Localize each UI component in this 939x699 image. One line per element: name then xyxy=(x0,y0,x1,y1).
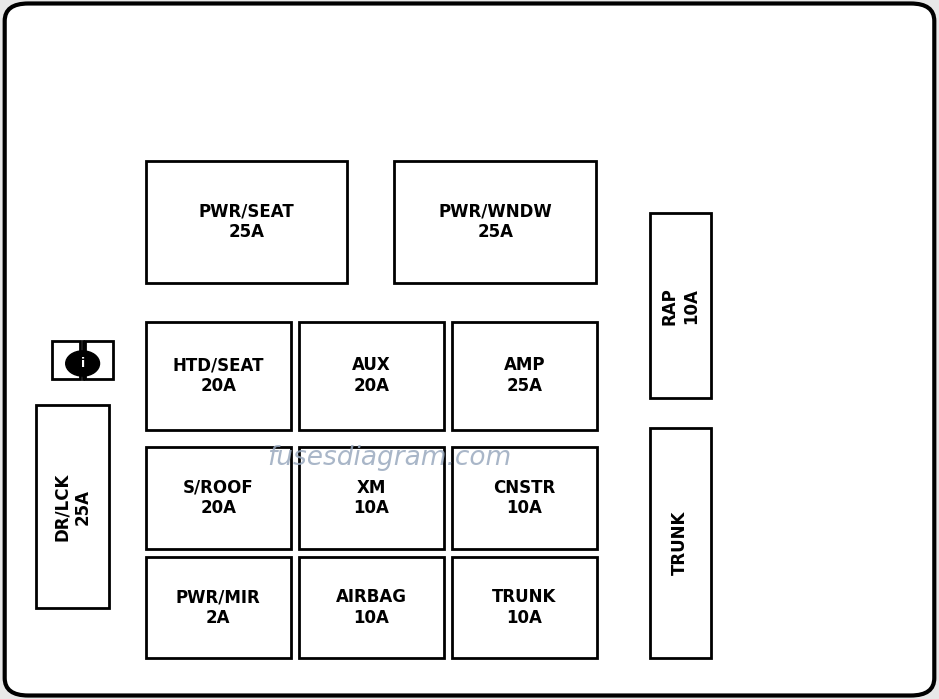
Text: AIRBAG
10A: AIRBAG 10A xyxy=(336,589,407,627)
Text: AUX
20A: AUX 20A xyxy=(352,356,391,395)
Bar xyxy=(394,161,596,283)
Bar xyxy=(299,322,444,430)
Text: TRUNK
10A: TRUNK 10A xyxy=(492,589,557,627)
Bar xyxy=(452,322,597,430)
Bar xyxy=(299,557,444,658)
Bar xyxy=(650,213,711,398)
Bar xyxy=(452,447,597,549)
Text: RAP
10A: RAP 10A xyxy=(661,287,700,325)
Bar xyxy=(452,557,597,658)
Circle shape xyxy=(66,351,100,376)
Text: DR/LCK
25A: DR/LCK 25A xyxy=(53,473,92,541)
Text: PWR/SEAT
25A: PWR/SEAT 25A xyxy=(199,203,294,241)
Text: CNSTR
10A: CNSTR 10A xyxy=(493,479,556,517)
FancyBboxPatch shape xyxy=(85,341,114,379)
Text: XM
10A: XM 10A xyxy=(353,479,390,517)
Text: fusesdiagram.com: fusesdiagram.com xyxy=(268,445,512,471)
Bar xyxy=(650,428,711,658)
Bar xyxy=(36,405,109,608)
Text: i: i xyxy=(81,357,85,370)
Text: PWR/WNDW
25A: PWR/WNDW 25A xyxy=(439,203,552,241)
FancyBboxPatch shape xyxy=(5,3,934,696)
Text: AMP
25A: AMP 25A xyxy=(503,356,546,395)
Bar xyxy=(146,161,347,283)
Text: PWR/MIR
2A: PWR/MIR 2A xyxy=(176,589,261,627)
Text: TRUNK: TRUNK xyxy=(671,511,689,575)
Bar xyxy=(146,322,291,430)
Bar xyxy=(299,447,444,549)
Text: HTD/SEAT
20A: HTD/SEAT 20A xyxy=(173,356,264,395)
FancyBboxPatch shape xyxy=(52,341,80,379)
Text: S/ROOF
20A: S/ROOF 20A xyxy=(183,479,254,517)
Bar xyxy=(146,557,291,658)
Bar xyxy=(146,447,291,549)
